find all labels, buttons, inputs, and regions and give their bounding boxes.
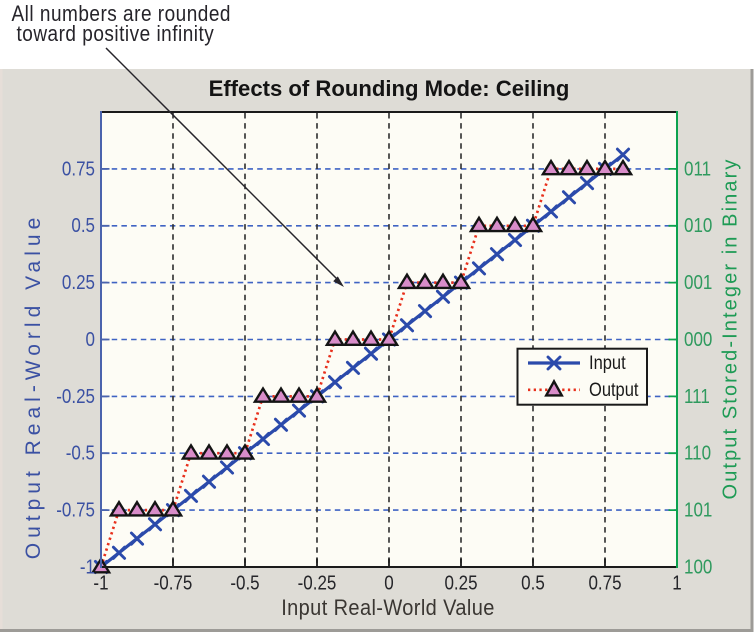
svg-text:0.5: 0.5 <box>71 214 95 237</box>
svg-text:0.5: 0.5 <box>521 571 545 594</box>
svg-text:Input: Input <box>589 352 626 373</box>
svg-text:Input Real-World Value: Input Real-World Value <box>281 596 495 620</box>
svg-text:-0.75: -0.75 <box>154 571 193 594</box>
svg-text:All numbers are rounded: All numbers are rounded <box>12 2 232 27</box>
svg-text:-0.25: -0.25 <box>298 571 337 594</box>
svg-text:110: 110 <box>684 441 711 464</box>
svg-text:100: 100 <box>684 555 712 578</box>
svg-text:011: 011 <box>684 157 711 180</box>
svg-text:0.75: 0.75 <box>588 571 621 594</box>
svg-text:0.25: 0.25 <box>444 571 477 594</box>
svg-text:-1: -1 <box>93 571 108 594</box>
svg-text:toward positive infinity: toward positive infinity <box>17 22 215 47</box>
svg-text:Output Stored-Integer in Binar: Output Stored-Integer in Binary <box>720 158 742 500</box>
svg-text:Output: Output <box>589 379 639 400</box>
svg-text:0: 0 <box>86 328 95 351</box>
svg-text:101: 101 <box>684 498 712 521</box>
svg-text:-0.25: -0.25 <box>56 384 95 407</box>
svg-text:Output Real-World Value: Output Real-World Value <box>22 213 45 560</box>
svg-text:000: 000 <box>684 328 712 351</box>
svg-text:001: 001 <box>684 271 712 294</box>
svg-text:Effects of Rounding Mode: Ceil: Effects of Rounding Mode: Ceiling <box>209 76 570 101</box>
svg-text:111: 111 <box>684 384 710 407</box>
svg-text:0: 0 <box>384 571 393 594</box>
svg-text:0.25: 0.25 <box>62 271 95 294</box>
svg-text:-0.75: -0.75 <box>56 498 95 521</box>
svg-text:0.75: 0.75 <box>62 157 95 180</box>
svg-text:-0.5: -0.5 <box>66 441 95 464</box>
svg-text:1: 1 <box>672 571 681 594</box>
svg-text:-1: -1 <box>80 555 95 578</box>
svg-text:-0.5: -0.5 <box>230 571 259 594</box>
svg-text:010: 010 <box>684 214 712 237</box>
